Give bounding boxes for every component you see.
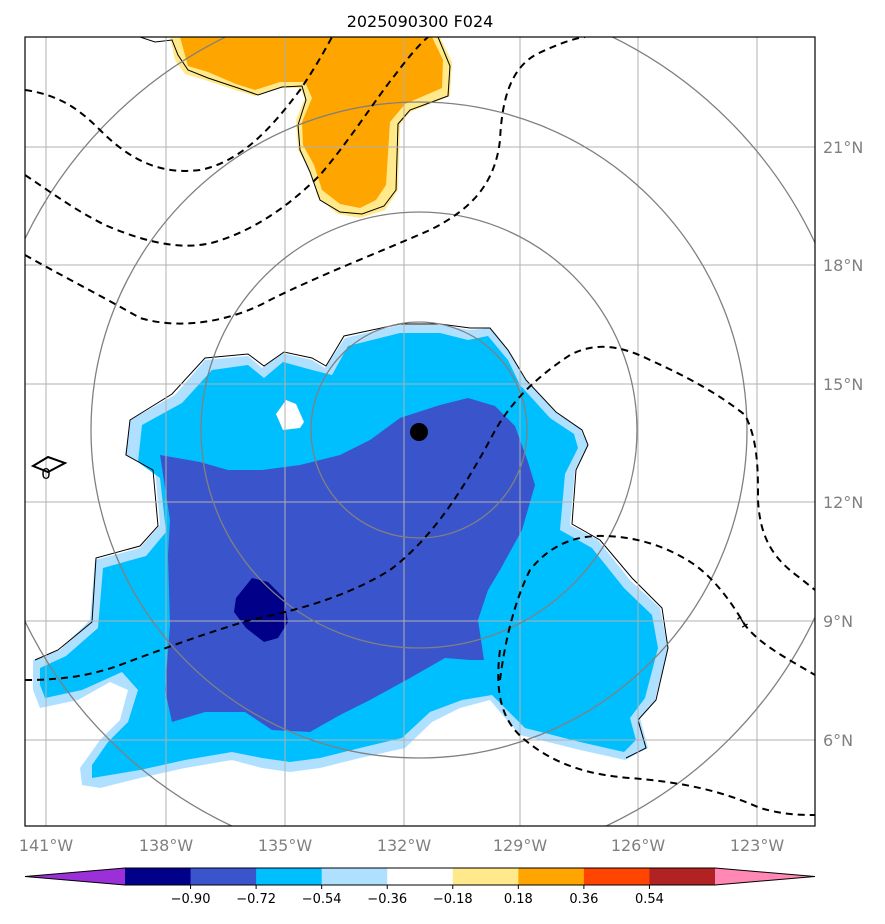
colorbar-extend-low	[25, 868, 125, 885]
colorbar-outline	[24, 867, 816, 886]
lat-tick: 15°N	[823, 375, 863, 394]
colorbar-segment	[452, 868, 519, 885]
lon-tick: 141°W	[19, 836, 74, 855]
lon-tick: 129°W	[493, 836, 548, 855]
colorbar-extend-high	[715, 868, 815, 885]
colorbar-tick-label: −0.36	[367, 892, 407, 907]
colorbar: −0.90 −0.72 −0.54 −0.36 −0.18 0.18 0.36 0.54	[24, 867, 816, 907]
figure-title: 2025090300 F024	[347, 12, 494, 31]
longitude-ticks: 141°W 138°W 135°W 132°W 129°W 126°W 123°…	[19, 836, 785, 855]
lon-tick: 138°W	[139, 836, 194, 855]
colorbar-segment	[649, 868, 716, 885]
colorbar-tick-label: 0.18	[504, 892, 533, 907]
colorbar-segment	[387, 868, 454, 885]
island-outline	[30, 455, 68, 474]
lon-tick: 126°W	[611, 836, 666, 855]
lat-tick: 9°N	[823, 612, 853, 631]
colorbar-tick-label: −0.90	[171, 892, 211, 907]
colorbar-tick-label: −0.72	[236, 892, 276, 907]
colorbar-segment	[125, 868, 192, 885]
range-rings	[25, 37, 815, 826]
colorbar-segment	[518, 868, 585, 885]
latitude-ticks: 21°N 18°N 15°N 12°N 9°N 6°N	[823, 138, 863, 750]
colorbar-segment	[256, 868, 323, 885]
storm-center-marker	[410, 423, 428, 441]
colorbar-segment	[583, 868, 650, 885]
map-panel: 0 1	[25, 37, 815, 826]
lat-tick: 6°N	[823, 731, 853, 750]
lon-tick: 132°W	[377, 836, 432, 855]
colorbar-segment	[190, 868, 257, 885]
colorbar-tick-label: −0.18	[433, 892, 473, 907]
dashed-contours	[25, 37, 815, 816]
negative-anomaly-region	[33, 323, 669, 788]
gridlines	[25, 37, 815, 826]
colorbar-tick-label: 0.54	[635, 892, 664, 907]
colorbar-tick-label: −0.54	[302, 892, 342, 907]
lat-tick: 18°N	[823, 256, 863, 275]
lon-tick: 135°W	[258, 836, 313, 855]
colorbar-tick-label: 0.36	[569, 892, 598, 907]
lon-tick: 123°W	[730, 836, 785, 855]
lat-tick: 12°N	[823, 493, 863, 512]
lat-tick: 21°N	[823, 138, 863, 157]
contour-label-zero: 0	[41, 465, 51, 483]
positive-anomaly-region	[139, 37, 452, 218]
map-frame	[24, 36, 816, 827]
colorbar-segment	[321, 868, 388, 885]
